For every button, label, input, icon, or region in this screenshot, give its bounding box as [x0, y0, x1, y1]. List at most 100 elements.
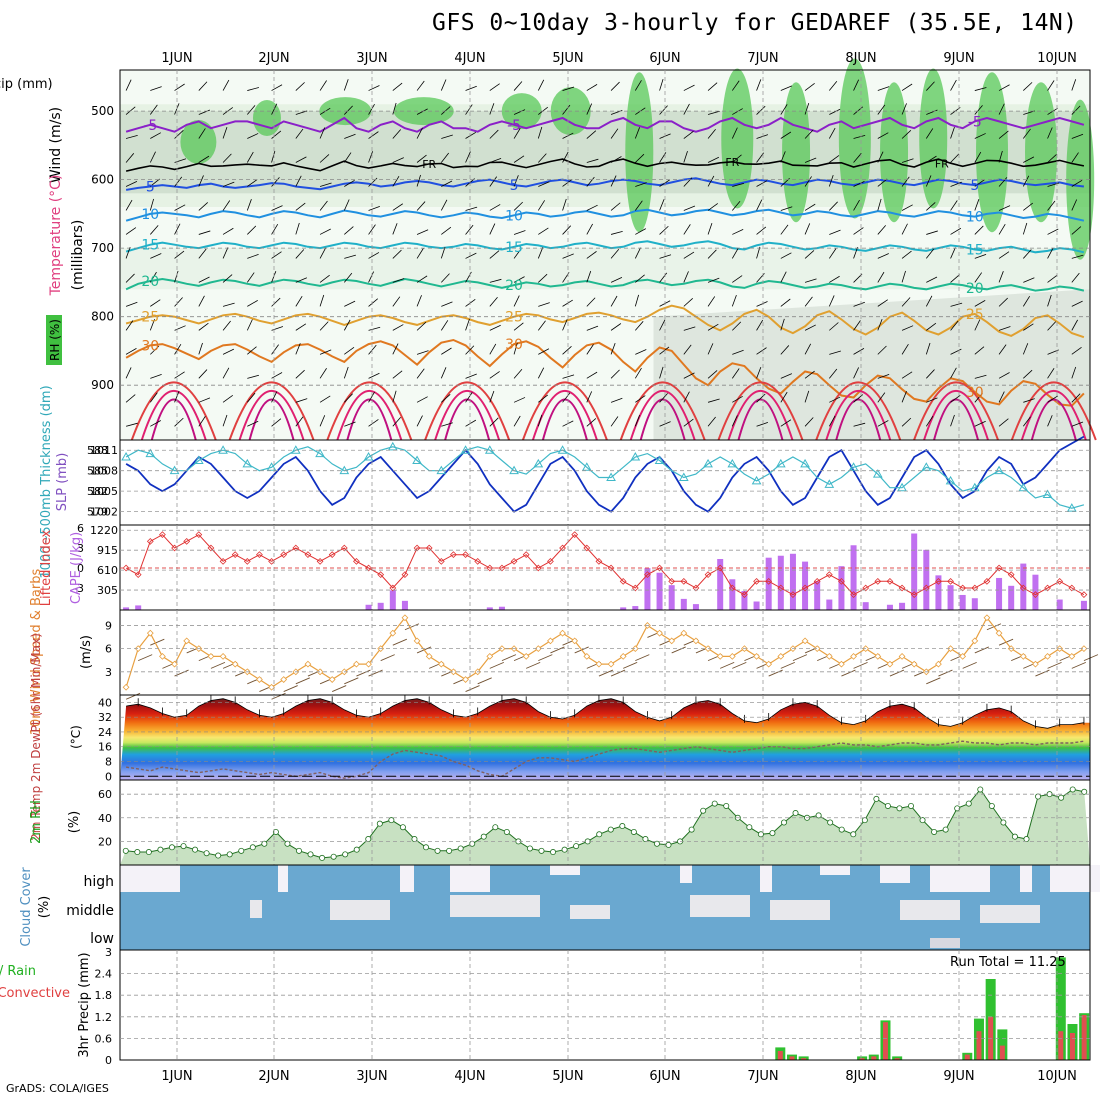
- wind-barb: [489, 158, 502, 163]
- wind-barb: [707, 323, 719, 331]
- wind-barb: [853, 153, 862, 163]
- thickness-point: [800, 458, 810, 468]
- wind-barb: [683, 271, 689, 283]
- rh-point: [388, 817, 395, 824]
- li-point: [462, 551, 469, 559]
- wind-barb: [416, 248, 424, 259]
- wind-barb: [1047, 154, 1057, 163]
- wind-speed-point: [1080, 645, 1088, 653]
- wind-barb: [707, 343, 714, 355]
- wind-barb: [732, 201, 741, 211]
- thickness-point: [678, 472, 689, 481]
- wind-barb: [222, 247, 229, 259]
- wind-barb: [998, 344, 1007, 355]
- chart-title: GFS 0~10day 3-hourly for GEDAREF (35.5E,…: [432, 10, 1078, 36]
- wind-barb: [659, 319, 666, 331]
- wind-barb: [538, 302, 550, 307]
- wind-barb: [926, 276, 938, 283]
- isotherm-label: 30: [966, 385, 984, 401]
- rh-point: [931, 828, 938, 835]
- wind-barb: [610, 342, 616, 355]
- wind-speed-point: [692, 637, 700, 645]
- wind-barb: [853, 227, 864, 235]
- wind-barb: [319, 200, 328, 211]
- pressure-tick-label: 500: [91, 104, 114, 118]
- wind-barb: [125, 247, 131, 259]
- li-point: [959, 584, 967, 592]
- thickness-point: [581, 462, 592, 471]
- ylabel-rh: RH (%): [48, 319, 62, 361]
- wind-barb: [344, 393, 353, 403]
- rh-point: [272, 828, 279, 835]
- wind-barb: [562, 151, 569, 163]
- wind-barb: [610, 128, 619, 139]
- wind-barb: [150, 345, 160, 355]
- wind-barb: [635, 182, 647, 187]
- wind-barb: [198, 276, 210, 283]
- wind-barb: [271, 391, 278, 403]
- wind-barb: [150, 299, 161, 307]
- wind-barb: [344, 179, 355, 187]
- wind-barb: [829, 396, 841, 403]
- wind-barb: [853, 247, 859, 259]
- wind-barb: [586, 325, 599, 331]
- wind-barb: [853, 422, 866, 427]
- cape-bar: [814, 581, 821, 610]
- wind-barb: [344, 254, 356, 259]
- wind-barb: [901, 391, 907, 403]
- wind-barb: [659, 179, 670, 187]
- wind-barb: [804, 176, 812, 187]
- rh-point: [411, 836, 418, 843]
- wind-barb: [1023, 398, 1035, 403]
- wind-barb: [829, 275, 840, 283]
- wind-barb: [416, 275, 428, 283]
- thickness-point: [484, 445, 495, 454]
- rh-point: [665, 841, 672, 848]
- wind-barb: [295, 343, 301, 355]
- wind-barb: [853, 320, 861, 331]
- li-point: [340, 544, 348, 552]
- rh-point: [203, 850, 210, 857]
- isotherm-surface-line: [140, 390, 207, 441]
- wind-barb: [149, 198, 155, 211]
- wind-barb: [1022, 128, 1031, 139]
- wind-barb: [247, 87, 260, 91]
- cape-bar: [1008, 585, 1015, 610]
- wind-barb: [707, 416, 716, 427]
- wind-barb: [635, 153, 645, 163]
- wind-barb: [828, 127, 836, 139]
- rh-point: [342, 851, 349, 858]
- wind-speed-point: [146, 629, 154, 637]
- wind-barb: [344, 272, 353, 283]
- wind-barb: [925, 295, 933, 307]
- rh-point: [838, 826, 845, 833]
- wind-barb: [198, 322, 209, 331]
- wind-barb: [974, 420, 986, 427]
- wind-barb: [125, 227, 137, 235]
- wind-barb: [998, 297, 1008, 307]
- wind-barb: [707, 398, 720, 403]
- thickness-point: [848, 462, 859, 471]
- cloud-level-label: low: [90, 931, 114, 947]
- cape-ylabel: Lifted Index CAPE (J/kg): [39, 529, 84, 606]
- ylabel-cape: CAPE (J/kg): [69, 532, 84, 604]
- isotherm-surface-line: [913, 381, 999, 441]
- wind-barb: [732, 395, 743, 403]
- thickness-point: [703, 458, 713, 468]
- thickness-point: [218, 445, 228, 454]
- wind-barb: [610, 397, 623, 403]
- cape-bar: [850, 545, 857, 610]
- wind-barb: [683, 372, 695, 379]
- wind-barb: [465, 318, 470, 331]
- isotherm-surface-line: [619, 381, 706, 441]
- wind-barb: [222, 394, 234, 403]
- rh-point: [261, 840, 268, 847]
- wind-barb: [925, 416, 934, 427]
- rh-point: [607, 826, 614, 833]
- wind-barb: [610, 295, 618, 307]
- wind-barb: [344, 226, 354, 235]
- li-point: [583, 544, 591, 552]
- pressure-tick-label: 600: [91, 173, 114, 187]
- rh-area-mid: [120, 789, 1090, 865]
- isotherm-surface-line: [717, 381, 804, 441]
